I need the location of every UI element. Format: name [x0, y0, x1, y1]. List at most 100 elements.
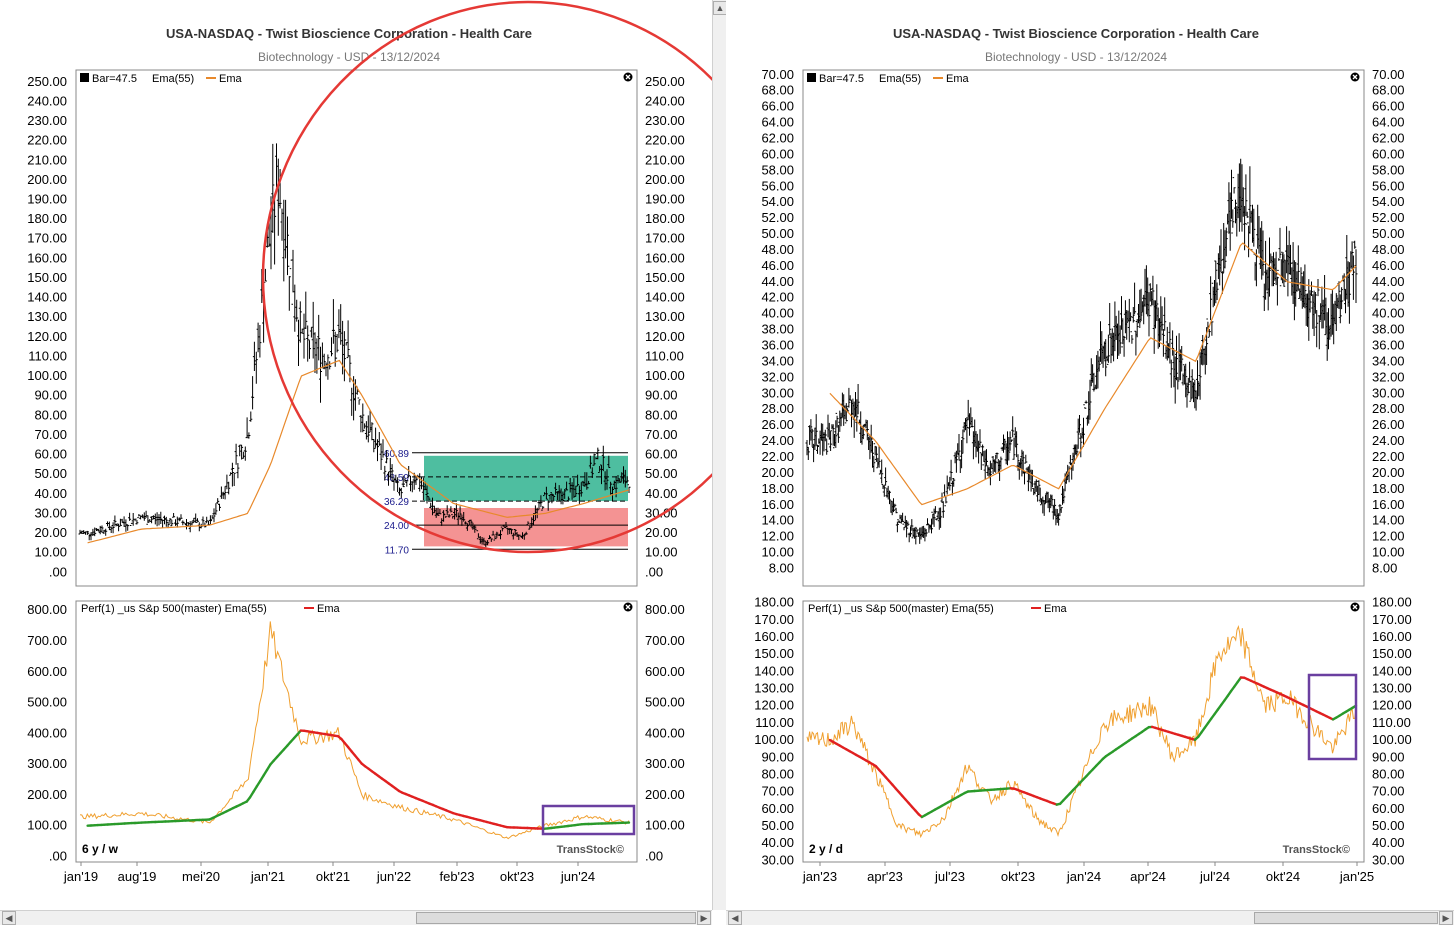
- y-tick-label: 30.00: [34, 505, 67, 520]
- price-ema-line: [829, 242, 1357, 506]
- x-tick-label: aug'19: [118, 869, 157, 884]
- y-tick-label: 90.00: [645, 388, 678, 403]
- y-tick-label: 32.00: [1372, 369, 1405, 384]
- y-tick-label: 62.00: [1372, 130, 1405, 145]
- y-tick-label: 16.00: [761, 497, 794, 512]
- scroll-left-icon[interactable]: ◀: [2, 911, 16, 925]
- perf-y-tick-label: 100.00: [754, 732, 794, 747]
- y-tick-label: 54.00: [1372, 194, 1405, 209]
- y-tick-label: 120.00: [27, 329, 67, 344]
- y-tick-label: 110.00: [28, 348, 67, 363]
- left-scroll-thumb[interactable]: [416, 912, 696, 924]
- perf-y-tick-label: 140.00: [1372, 663, 1412, 678]
- perf-y-tick-label: 300.00: [27, 756, 67, 771]
- left-price-close-icon[interactable]: [623, 72, 633, 82]
- right-price-legend-swatch: [807, 73, 816, 82]
- y-tick-label: 160.00: [27, 250, 67, 265]
- y-tick-label: 170.00: [645, 231, 685, 246]
- y-tick-label: .00: [645, 564, 663, 579]
- left-horizontal-scrollbar[interactable]: ◀ ▶: [0, 910, 712, 925]
- y-tick-label: 220.00: [645, 133, 685, 148]
- x-tick-label: jan'23: [802, 869, 837, 884]
- perf-y-tick-label: 400.00: [645, 725, 685, 740]
- y-tick-label: .00: [49, 564, 67, 579]
- y-tick-label: 210.00: [645, 152, 685, 167]
- y-tick-label: 58.00: [761, 162, 794, 177]
- right-chart-title: USA-NASDAQ - Twist Bioscience Corporatio…: [893, 26, 1259, 41]
- price-ema-line: [87, 359, 630, 544]
- perf-y-tick-label: 180.00: [754, 595, 794, 610]
- perf-y-tick-label: 100.00: [645, 818, 685, 833]
- y-tick-label: 34.00: [1372, 353, 1405, 368]
- y-tick-label: 36.00: [761, 338, 794, 353]
- y-tick-label: 10.00: [34, 545, 67, 560]
- left-vertical-scrollbar[interactable]: ▲: [712, 0, 727, 910]
- y-tick-label: 28.00: [761, 401, 794, 416]
- y-tick-label: 26.00: [761, 417, 794, 432]
- perf-y-tick-label: .00: [49, 848, 67, 863]
- right-perf-close-icon[interactable]: [1350, 602, 1360, 612]
- left-chart-canvas: USA-NASDAQ - Twist Bioscience Corporatio…: [27, 0, 712, 884]
- y-tick-label: 14.00: [761, 513, 794, 528]
- perf-y-tick-label: 180.00: [1372, 595, 1412, 610]
- y-tick-label: 60.00: [1372, 146, 1405, 161]
- y-tick-label: 40.00: [645, 486, 678, 501]
- y-tick-label: 230.00: [645, 113, 685, 128]
- right-chart-subtitle: Biotechnology - USD - 13/12/2024: [985, 50, 1167, 64]
- x-tick-label: jan'25: [1339, 869, 1374, 884]
- y-tick-label: 70.00: [1372, 67, 1405, 82]
- perf-y-tick-label: 110.00: [1372, 715, 1411, 730]
- right-price-close-icon[interactable]: [1350, 72, 1360, 82]
- y-tick-label: 240.00: [645, 93, 685, 108]
- y-tick-label: 64.00: [761, 115, 794, 130]
- perf-y-tick-label: 200.00: [645, 787, 685, 802]
- scroll-right-icon[interactable]: ▶: [697, 911, 711, 925]
- perf-y-tick-label: 150.00: [1372, 646, 1412, 661]
- y-tick-label: 100.00: [645, 368, 685, 383]
- scroll-up-icon[interactable]: ▲: [713, 1, 727, 15]
- x-tick-label: okt'24: [1266, 869, 1300, 884]
- right-chart-pane: USA-NASDAQ - Twist Bioscience Corporatio…: [726, 0, 1454, 910]
- perf-y-tick-label: 700.00: [27, 633, 67, 648]
- left-perf-legend-ema-label: Ema: [317, 603, 341, 615]
- y-tick-label: 52.00: [1372, 210, 1405, 225]
- y-tick-label: 46.00: [1372, 258, 1405, 273]
- y-tick-label: 34.00: [761, 353, 794, 368]
- scroll-right-icon[interactable]: ▶: [1439, 911, 1453, 925]
- y-tick-label: 60.00: [34, 447, 67, 462]
- y-tick-label: 38.00: [761, 322, 794, 337]
- y-tick-label: 24.00: [1372, 433, 1405, 448]
- fib-level-label: 48.59: [384, 473, 409, 484]
- y-tick-label: 68.00: [1372, 83, 1405, 98]
- y-tick-label: 42.00: [1372, 290, 1405, 305]
- scroll-left-icon[interactable]: ◀: [728, 911, 742, 925]
- y-tick-label: 190.00: [27, 191, 67, 206]
- y-tick-label: 20.00: [34, 525, 67, 540]
- y-tick-label: 30.00: [761, 385, 794, 400]
- left-price-legend-swatch: [80, 73, 89, 82]
- perf-y-tick-label: 140.00: [754, 663, 794, 678]
- y-tick-label: 28.00: [1372, 401, 1405, 416]
- right-horizontal-scrollbar[interactable]: ◀ ▶: [726, 910, 1454, 925]
- right-perf-legend-label: Perf(1) _us S&p 500(master) Ema(55): [808, 603, 994, 615]
- right-scroll-thumb[interactable]: [1254, 912, 1438, 924]
- y-tick-label: 68.00: [761, 83, 794, 98]
- perf-y-tick-label: 40.00: [761, 835, 794, 850]
- perf-y-tick-label: 50.00: [1372, 818, 1405, 833]
- y-tick-label: 40.00: [34, 486, 67, 501]
- perf-y-tick-label: 600.00: [27, 664, 67, 679]
- x-tick-label: okt'23: [1001, 869, 1035, 884]
- y-tick-label: 22.00: [761, 449, 794, 464]
- y-tick-label: 100.00: [27, 368, 67, 383]
- right-perf-legend-ema-label: Ema: [1044, 603, 1068, 615]
- perf-y-tick-label: 700.00: [645, 633, 685, 648]
- fib-green-zone: [424, 455, 628, 502]
- y-tick-label: 46.00: [761, 258, 794, 273]
- perf-y-tick-label: 100.00: [1372, 732, 1412, 747]
- left-perf-close-icon[interactable]: [623, 602, 633, 612]
- y-tick-label: 58.00: [1372, 162, 1405, 177]
- y-tick-label: 220.00: [27, 133, 67, 148]
- y-tick-label: 32.00: [761, 369, 794, 384]
- x-tick-label: jan'21: [250, 869, 285, 884]
